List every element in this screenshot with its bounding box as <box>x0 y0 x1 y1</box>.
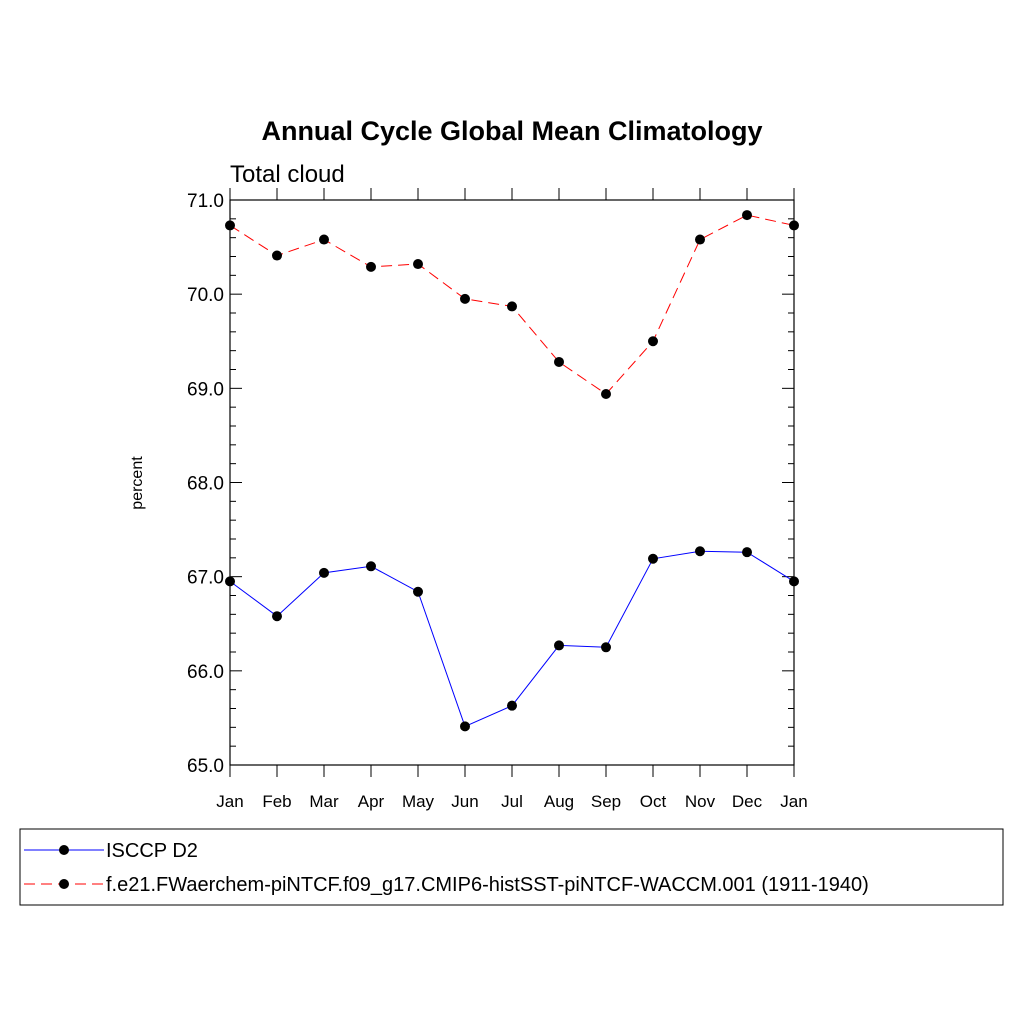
y-tick-label: 70.0 <box>187 285 224 306</box>
chart-title: Annual Cycle Global Mean Climatology <box>261 116 762 146</box>
series-0-point <box>225 576 235 587</box>
x-tick-label: Jun <box>451 792 478 811</box>
x-tick-label: Mar <box>309 792 339 811</box>
y-axis-label: percent <box>129 456 146 510</box>
series-1-point <box>695 234 705 245</box>
x-tick-label: May <box>402 792 435 811</box>
series-0-point <box>319 567 329 578</box>
series-line-0 <box>229 550 795 728</box>
series-0-point <box>413 586 423 597</box>
x-tick-label: Dec <box>732 792 763 811</box>
x-axis: Jan Feb Mar Apr May Jun Jul Aug Sep Oct Nov Dec Jan <box>216 188 808 811</box>
series-1-point <box>366 261 376 272</box>
series-0-point <box>695 546 705 557</box>
series-0-point <box>648 553 658 564</box>
y-tick-label: 68.0 <box>187 474 224 495</box>
x-tick-label: Jul <box>501 792 523 811</box>
series-0-point <box>789 576 799 587</box>
plot-frame <box>229 199 795 766</box>
legend-box <box>19 828 1004 906</box>
series-0-point <box>366 561 376 572</box>
chart-subtitle: Total cloud <box>230 161 345 188</box>
y-axis: 65.0 66.0 67.0 68.0 69.0 70.0 71.0 <box>187 191 794 777</box>
legend-marker-1 <box>59 879 69 889</box>
series-1-point <box>554 356 564 367</box>
y-tick-label: 65.0 <box>187 756 224 777</box>
series-1-point <box>789 220 799 231</box>
series-0-point <box>460 721 470 732</box>
y-tick-label: 69.0 <box>187 379 224 400</box>
series-0-point <box>507 700 517 711</box>
series-1-point <box>272 250 282 261</box>
series-0-point <box>272 611 282 622</box>
legend-label-0: ISCCP D2 <box>106 840 198 862</box>
series-1-point <box>742 210 752 221</box>
x-tick-label: Aug <box>544 792 574 811</box>
series-1-point <box>507 301 517 312</box>
x-tick-label: Feb <box>262 792 291 811</box>
x-tick-label: Jan <box>216 792 243 811</box>
legend-label-1: f.e21.FWaerchem-piNTCF.f09_g17.CMIP6-his… <box>106 874 869 896</box>
y-tick-label: 71.0 <box>187 191 224 212</box>
legend: ISCCP D2 f.e21.FWaerchem-piNTCF.f09_g17.C… <box>24 840 869 896</box>
legend-marker-0 <box>59 845 69 855</box>
y-tick-label: 67.0 <box>187 568 224 589</box>
y-tick-label: 66.0 <box>187 662 224 683</box>
x-tick-label: Nov <box>685 792 716 811</box>
series-0-point <box>601 642 611 653</box>
x-tick-label: Oct <box>640 792 667 811</box>
series-1-point <box>413 259 423 270</box>
series-0-point <box>742 547 752 558</box>
series-layer <box>225 210 799 732</box>
series-1-point <box>648 336 658 347</box>
x-tick-label: Sep <box>591 792 621 811</box>
x-tick-label: Apr <box>358 792 385 811</box>
x-tick-label: Jan <box>780 792 807 811</box>
series-1-point <box>601 388 611 399</box>
series-1-point <box>319 234 329 245</box>
series-1-point <box>460 293 470 304</box>
series-1-point <box>225 220 235 231</box>
series-0-point <box>554 640 564 651</box>
